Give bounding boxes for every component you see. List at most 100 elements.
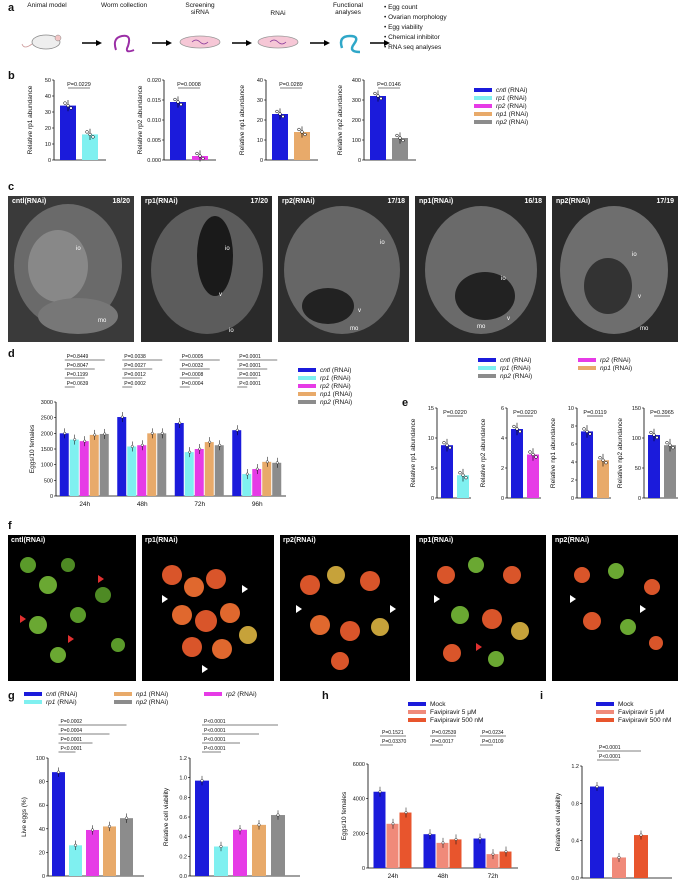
legend-entry: rp1 (RNAi) — [474, 94, 528, 102]
legend-g: cntl (RNAi) np1 (RNAi) rp2 (RNAi) rp1 (RNAi… — [24, 690, 314, 706]
bar — [82, 134, 98, 160]
bar — [511, 429, 523, 498]
legend-entry: np1 (RNAi) — [298, 390, 352, 398]
data-point — [276, 813, 280, 817]
x-tick-label: 48h — [438, 873, 449, 880]
panel-letter-b: b — [8, 70, 15, 82]
step-label: Functional analyses — [333, 2, 363, 16]
data-point — [275, 109, 279, 114]
data-point — [235, 428, 239, 432]
y-tick-label: 100 — [632, 436, 641, 442]
legend-swatch — [478, 358, 496, 362]
legend-b: cntl (RNAi) rp1 (RNAi) rp2 (RNAi) np1 (RNAi… — [474, 86, 528, 126]
panel-letter-c: c — [8, 181, 15, 193]
bullet-item: • Egg viability — [384, 24, 423, 31]
bar — [89, 434, 99, 496]
y-axis-label: Relative np2 abundance — [337, 85, 344, 155]
data-point — [617, 855, 621, 859]
legend-entry: cntl (RNAi) — [474, 86, 528, 94]
data-point — [188, 450, 192, 454]
bar — [79, 441, 89, 496]
y-tick-label: 40 — [257, 78, 263, 84]
chart-i-cell-viability: 0.0 0.4 0.8 1.2 Relative cell viability P=0.0… — [555, 745, 672, 882]
data-point — [130, 445, 134, 448]
annotation-io: io — [229, 328, 234, 334]
p-value-label: P=0.0027 — [124, 363, 146, 369]
data-point — [297, 127, 301, 132]
data-point — [140, 443, 144, 447]
bar — [373, 791, 386, 868]
legend-label: rp1 (RNAi) — [500, 364, 531, 372]
egg-cluster — [570, 563, 663, 650]
data-point — [88, 132, 92, 137]
bar — [449, 839, 462, 868]
bar — [294, 132, 310, 160]
annotation-v: v — [358, 308, 361, 314]
annotation-io: io — [76, 246, 81, 252]
y-tick-label: 2500 — [41, 416, 53, 422]
annotation-io: io — [380, 240, 385, 246]
y-tick-label: 0 — [48, 158, 51, 164]
legend-swatch — [204, 692, 222, 696]
data-point — [376, 94, 380, 98]
y-tick-label: 15 — [428, 406, 434, 412]
y-tick-label: 0.8 — [179, 795, 187, 801]
data-point — [379, 96, 383, 101]
bar — [597, 460, 609, 498]
legend-entry: np1 (RNAi) — [474, 110, 528, 118]
legend-entry: Mock — [596, 700, 671, 708]
legend-label: rp1 (RNAi) — [46, 698, 77, 706]
p-value-label: P<0.0001 — [239, 381, 261, 387]
p-value-label: P=0.0005 — [182, 354, 204, 360]
data-point — [528, 450, 532, 454]
legend-swatch — [478, 374, 496, 378]
legend-label: Favipiravir 500 nM — [618, 716, 672, 724]
data-point — [534, 455, 538, 459]
y-tick-label: 0 — [571, 496, 574, 502]
y-tick-label: 1000 — [41, 463, 53, 469]
arrow-icon — [152, 40, 172, 46]
data-point — [93, 433, 97, 437]
fluorescence-label: rp1(RNAi) — [145, 537, 178, 544]
y-tick-label: 2 — [571, 478, 574, 484]
data-point — [195, 151, 199, 156]
p-value-label: P=0.0002 — [124, 381, 146, 387]
y-tick-label: 30 — [45, 110, 51, 116]
bar — [214, 445, 224, 496]
egg-cluster — [296, 566, 396, 670]
y-tick-label: 20 — [45, 126, 51, 132]
legend-swatch — [114, 692, 132, 696]
data-point — [398, 136, 402, 140]
y-tick-label: 0 — [431, 496, 434, 502]
bar — [184, 452, 194, 496]
y-tick-label: 80 — [39, 780, 45, 786]
bullet-item: • RNA seq analyses — [384, 44, 442, 51]
micrograph-count: 16/18 — [524, 198, 542, 205]
panel-letter-h: h — [322, 690, 329, 702]
micrograph-count: 18/20 — [112, 198, 130, 205]
bar — [648, 435, 660, 498]
legend-label: np1 (RNAi) — [136, 690, 169, 698]
bar — [147, 433, 157, 496]
data-point — [373, 91, 377, 96]
legend-label: rp2 (RNAi) — [226, 690, 257, 698]
y-axis-label: Eggs/10 females — [29, 424, 36, 473]
data-point — [85, 130, 89, 134]
y-tick-label: 4 — [571, 460, 574, 466]
data-point — [441, 841, 445, 845]
data-point — [604, 461, 608, 465]
y-tick-label: 0 — [638, 496, 641, 502]
fluorescence-rp1: rp1(RNAi) — [142, 535, 274, 681]
p-value-label: P<0.0001 — [61, 746, 83, 752]
bar — [194, 449, 204, 496]
bar — [86, 829, 99, 876]
data-point — [176, 100, 180, 104]
bar — [252, 469, 262, 496]
micrograph-rp1: rp1(RNAi) 17/20 io v io — [141, 196, 272, 342]
micrograph-rp2: rp2(RNAi) 17/18 io v mo — [278, 196, 409, 342]
p-value-label: P=0.8047 — [67, 363, 89, 369]
bar — [103, 826, 116, 876]
y-axis-label: Relative np1 abundance — [239, 85, 246, 155]
workflow-bullets: • Egg count • Ovarian morphology • Egg v… — [384, 4, 484, 54]
legend-entry: np1 (RNAi) — [114, 690, 204, 698]
